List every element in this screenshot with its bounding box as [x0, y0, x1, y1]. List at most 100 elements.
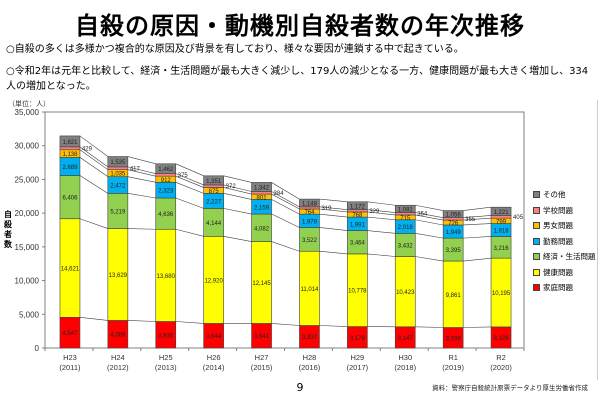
x-tick-label: H23: [63, 353, 77, 362]
unit-label: （単位：人）: [8, 100, 50, 108]
legend-item: 経済・生活問題: [533, 249, 596, 265]
series-line: [127, 156, 156, 165]
data-label: 2,689: [62, 165, 78, 171]
data-label: 417: [130, 166, 141, 172]
data-label: 405: [513, 215, 524, 221]
y-tick-label: 35,000: [15, 108, 40, 117]
data-label: 3,641: [254, 334, 270, 340]
x-tick-label: (2013): [155, 363, 177, 372]
data-label: 2,159: [254, 205, 270, 211]
series-line: [175, 321, 204, 324]
y-tick-label: 0: [35, 344, 40, 353]
data-label: 912: [161, 178, 172, 184]
legend-item: 学校問題: [533, 203, 596, 219]
data-label: 9,861: [446, 293, 462, 299]
data-label: 764: [304, 210, 315, 216]
data-label: 2,227: [206, 199, 222, 205]
y-tick-label: 20,000: [15, 209, 40, 218]
data-label: 3,039: [446, 336, 462, 342]
data-label: 1,462: [158, 167, 174, 173]
series-line: [223, 184, 252, 192]
slide-frame-edge: [597, 100, 598, 380]
series-line: [319, 325, 348, 327]
data-label: 3,432: [398, 243, 414, 249]
data-label: 6,406: [62, 196, 78, 202]
data-label: 375: [178, 173, 189, 179]
x-tick-label: H24: [111, 353, 125, 362]
series-line: [271, 213, 300, 228]
data-label: 1,138: [62, 152, 78, 158]
bar-segment: [490, 206, 512, 216]
bar-segment: [155, 163, 177, 174]
legend-swatch: [533, 284, 540, 292]
x-tick-label: H29: [350, 353, 364, 362]
data-label: 13,680: [157, 274, 176, 280]
data-label: 1,221: [494, 210, 510, 216]
series-line: [271, 193, 300, 210]
y-tick-label: 30,000: [15, 142, 40, 151]
legend-swatch: [533, 237, 540, 245]
bar-segment: [59, 146, 81, 151]
x-tick-label: (2020): [490, 363, 512, 372]
series-line: [367, 216, 396, 221]
series-line: [127, 169, 156, 177]
series-line: [415, 214, 444, 221]
series-line: [175, 182, 204, 194]
series-line: [127, 228, 156, 230]
x-tick-label: (2017): [347, 363, 369, 372]
series-line: [463, 257, 492, 262]
series-line: [415, 233, 444, 239]
data-label: 355: [465, 217, 476, 223]
series-line: [79, 175, 109, 194]
legend-label: その他: [543, 190, 566, 200]
data-label: 3,179: [350, 336, 366, 342]
series-line: [271, 199, 300, 215]
data-label: 10,195: [492, 291, 511, 297]
data-label: 801: [257, 195, 268, 201]
data-label: 3,930: [158, 333, 174, 339]
x-tick-label: (2012): [107, 363, 129, 372]
series-line: [367, 253, 396, 257]
series-line: [319, 198, 348, 203]
series-line: [79, 157, 109, 177]
series-line: [367, 209, 396, 213]
series-line: [79, 218, 108, 229]
data-label: 1,081: [398, 207, 414, 213]
legend-item: 勤務問題: [533, 234, 596, 250]
data-label: 1,535: [110, 160, 126, 166]
data-label: 2,472: [110, 184, 126, 190]
data-label: 1,949: [446, 230, 462, 236]
legend-item: 健康問題: [533, 265, 596, 281]
data-label: 1,918: [494, 229, 510, 235]
bar-segment: [251, 182, 272, 192]
data-label: 12,920: [204, 278, 223, 284]
bar-segment: [107, 166, 129, 170]
series-line: [463, 206, 492, 211]
x-tick-label: (2015): [251, 363, 273, 372]
data-label: 3,216: [494, 246, 510, 252]
series-line: [175, 173, 204, 186]
source-note: 資料：警察庁自殺統計原票データより厚生労働省作成: [432, 384, 588, 392]
legend: その他 学校問題 男女問題 勤務問題 経済・生活問題 健康問題 家庭問題: [533, 187, 596, 296]
data-label: 1,342: [254, 185, 270, 191]
data-label: 1,621: [62, 140, 78, 146]
x-tick-label: H30: [398, 353, 412, 362]
data-label: 3,147: [398, 336, 414, 342]
series-line: [223, 193, 252, 200]
data-label: 875: [209, 189, 220, 195]
series-line: [223, 187, 252, 195]
series-line: [319, 250, 348, 255]
data-label: 726: [448, 221, 459, 227]
series-line: [127, 193, 156, 199]
series-line: [175, 197, 204, 209]
legend-swatch: [533, 191, 540, 199]
series-line: [175, 175, 204, 188]
series-line: [319, 206, 348, 211]
series-line: [415, 212, 444, 218]
legend-label: 経済・生活問題: [543, 252, 596, 262]
bar-segment: [251, 191, 272, 195]
data-label: 4,636: [158, 212, 174, 218]
bar-segment: [347, 201, 368, 211]
data-label: 11,014: [300, 287, 319, 293]
